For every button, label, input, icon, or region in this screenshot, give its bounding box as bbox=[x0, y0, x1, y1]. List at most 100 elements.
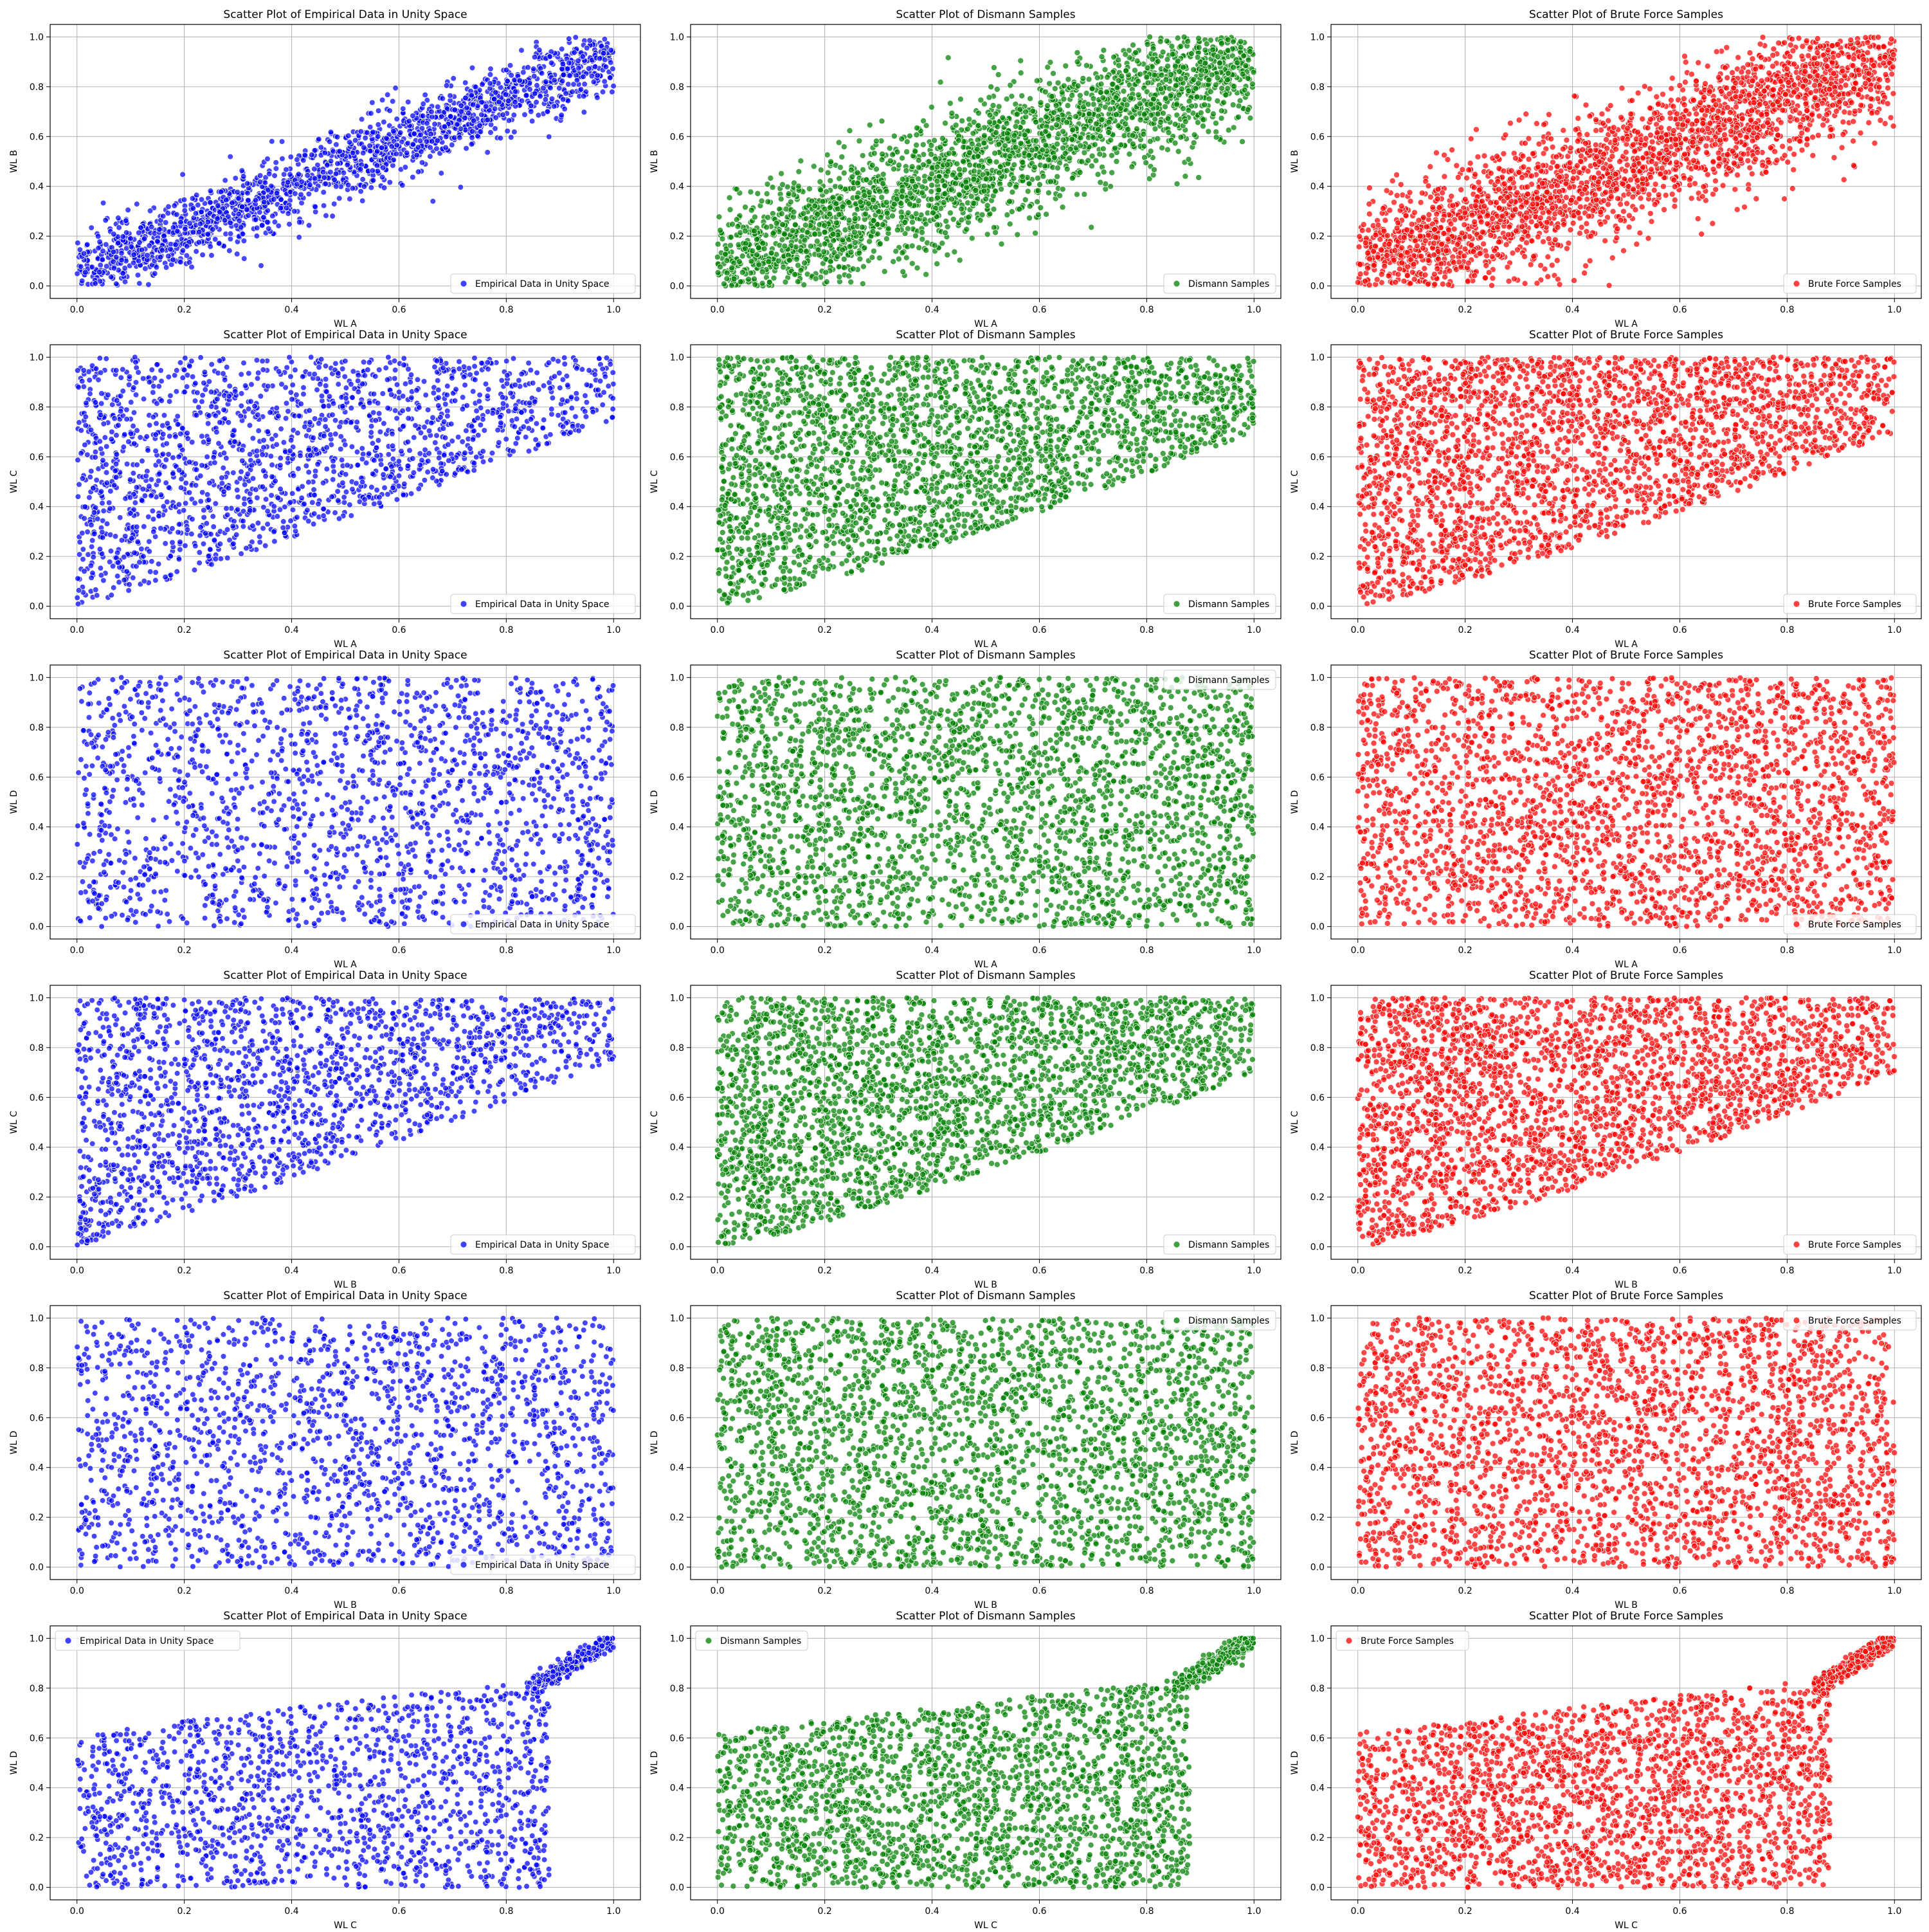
data-point bbox=[200, 252, 206, 258]
data-point bbox=[511, 113, 517, 118]
data-point bbox=[245, 190, 251, 196]
data-point bbox=[610, 89, 615, 95]
data-point bbox=[566, 36, 572, 42]
data-point bbox=[334, 134, 340, 140]
data-point bbox=[166, 204, 172, 210]
data-point bbox=[360, 177, 366, 183]
data-point bbox=[170, 257, 176, 263]
data-point bbox=[194, 249, 199, 255]
data-point bbox=[422, 92, 428, 98]
data-point bbox=[336, 196, 342, 201]
data-point bbox=[541, 86, 547, 91]
data-point bbox=[464, 145, 469, 151]
data-point bbox=[123, 218, 129, 224]
data-point bbox=[279, 139, 285, 145]
data-point bbox=[115, 215, 121, 221]
data-point bbox=[536, 113, 541, 118]
data-point bbox=[312, 209, 318, 215]
data-point bbox=[228, 154, 233, 159]
data-point bbox=[78, 264, 84, 269]
data-point bbox=[389, 143, 395, 149]
data-point bbox=[430, 199, 436, 205]
data-point bbox=[184, 253, 190, 259]
data-point bbox=[311, 166, 317, 172]
data-point bbox=[258, 263, 264, 269]
subplot-r1-c1: 0.00.00.20.20.40.40.60.60.80.81.01.0Scat… bbox=[9, 8, 640, 329]
data-point bbox=[312, 204, 318, 210]
data-point bbox=[241, 256, 247, 262]
data-point bbox=[327, 139, 332, 145]
data-point bbox=[381, 185, 387, 191]
data-point bbox=[527, 87, 533, 93]
data-point bbox=[143, 266, 149, 271]
data-point bbox=[119, 257, 125, 263]
data-point bbox=[253, 217, 258, 223]
data-point bbox=[529, 118, 535, 124]
data-point bbox=[420, 113, 426, 119]
data-point bbox=[608, 60, 613, 66]
data-point bbox=[136, 280, 142, 286]
data-point bbox=[469, 65, 475, 71]
data-point bbox=[393, 86, 399, 91]
data-point bbox=[330, 214, 336, 219]
data-point bbox=[581, 109, 587, 115]
data-point bbox=[359, 198, 365, 204]
data-point bbox=[347, 196, 353, 202]
data-point bbox=[458, 185, 464, 190]
data-point bbox=[385, 92, 390, 98]
data-point bbox=[172, 203, 177, 209]
data-point bbox=[419, 125, 425, 131]
data-point bbox=[530, 66, 536, 72]
data-point bbox=[163, 264, 169, 270]
data-point bbox=[195, 202, 201, 208]
data-point bbox=[122, 279, 128, 285]
data-point bbox=[239, 168, 245, 174]
data-point bbox=[559, 46, 565, 52]
data-point bbox=[141, 236, 147, 242]
data-point bbox=[306, 223, 312, 228]
data-point bbox=[128, 236, 134, 242]
data-point bbox=[448, 93, 453, 98]
data-point bbox=[75, 240, 80, 246]
data-point bbox=[273, 159, 279, 165]
data-point bbox=[288, 154, 294, 160]
data-point bbox=[259, 223, 265, 228]
data-point bbox=[435, 104, 440, 110]
data-point bbox=[269, 138, 275, 144]
data-point bbox=[321, 203, 327, 208]
data-point bbox=[424, 139, 430, 145]
data-point bbox=[602, 36, 608, 42]
data-point bbox=[208, 244, 213, 250]
data-point bbox=[591, 79, 597, 85]
data-point bbox=[193, 210, 199, 216]
data-point bbox=[520, 69, 526, 75]
data-point bbox=[573, 35, 579, 41]
data-point bbox=[488, 66, 494, 72]
data-point bbox=[551, 104, 557, 109]
data-point bbox=[595, 95, 601, 100]
data-point bbox=[316, 136, 322, 142]
data-point bbox=[116, 225, 122, 231]
data-point bbox=[519, 48, 525, 53]
data-point bbox=[272, 173, 278, 179]
data-point bbox=[79, 278, 85, 284]
data-point bbox=[367, 124, 373, 130]
data-point bbox=[323, 181, 329, 187]
data-point bbox=[328, 169, 334, 175]
data-point bbox=[125, 207, 131, 213]
data-point bbox=[387, 108, 393, 114]
data-point bbox=[466, 110, 471, 116]
data-point bbox=[306, 191, 312, 197]
data-point bbox=[399, 183, 405, 188]
data-point bbox=[273, 166, 279, 172]
data-point bbox=[462, 80, 468, 86]
data-point bbox=[565, 82, 571, 87]
data-point bbox=[548, 60, 554, 66]
data-point bbox=[507, 62, 513, 68]
data-point bbox=[522, 112, 528, 118]
data-point bbox=[287, 221, 293, 227]
data-point bbox=[405, 140, 411, 146]
data-point bbox=[222, 178, 228, 183]
